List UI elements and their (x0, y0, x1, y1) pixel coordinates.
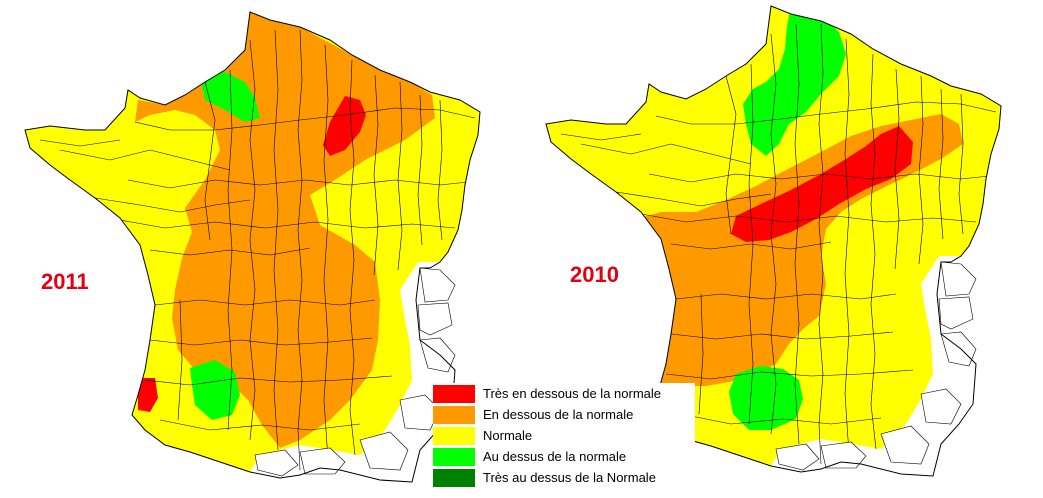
legend: Très en dessous de la normale En dessous… (433, 383, 695, 488)
department-border (397, 81, 403, 271)
no-data-department (940, 261, 977, 297)
department-border (670, 331, 894, 340)
legend-swatch-normal (433, 426, 475, 445)
legend-swatch-above (433, 447, 475, 466)
legend-item-below: En dessous de la normale (433, 404, 695, 425)
department-border (870, 53, 877, 450)
france-outline (545, 5, 1002, 477)
zone-well-below (138, 378, 158, 412)
no-data-department (880, 425, 930, 465)
department-border (615, 191, 772, 207)
map-2010-year-label: 2010 (570, 262, 619, 287)
department-border (144, 375, 393, 386)
department-border (373, 74, 379, 276)
department-border (417, 94, 423, 246)
department-border (675, 293, 897, 300)
department-border (770, 33, 777, 435)
zone-above (200, 72, 260, 122)
no-data-department (775, 443, 820, 471)
department-border (154, 299, 376, 306)
legend-item-normal: Normale (433, 425, 695, 446)
legend-item-well-below: Très en dessous de la normale (433, 383, 695, 404)
department-border (39, 139, 121, 147)
department-border (655, 101, 997, 125)
department-border (640, 213, 977, 223)
no-data-department (938, 296, 974, 330)
department-border (127, 179, 469, 189)
no-data-department (299, 447, 346, 475)
department-border (134, 107, 476, 131)
department-border (227, 69, 233, 431)
department-border (938, 88, 944, 240)
no-data-region (771, 256, 976, 476)
department-border (725, 75, 737, 235)
department-border (159, 419, 361, 431)
department-border (249, 39, 256, 441)
legend-swatch-well-below (433, 384, 475, 403)
department-border (894, 68, 900, 270)
department-border (204, 81, 216, 241)
department-border (323, 44, 329, 461)
no-data-department (920, 388, 962, 425)
legend-swatch-well-above (433, 468, 475, 487)
department-border (670, 241, 832, 250)
department-border (844, 38, 850, 455)
map-2011-year-label: 2011 (41, 269, 89, 294)
department-border (59, 149, 231, 171)
department-border (748, 63, 754, 425)
department-border (818, 23, 824, 465)
no-data-department (820, 441, 867, 469)
department-border (958, 93, 964, 235)
department-border (349, 59, 356, 456)
legend-item-above: Au dessus de la normale (433, 446, 695, 467)
department-border (149, 337, 373, 346)
no-data-region (250, 262, 455, 482)
map-france-2011 (24, 11, 481, 483)
no-data-department (419, 267, 456, 303)
department-border (119, 219, 456, 229)
no-data-department (417, 302, 453, 336)
department-border (918, 75, 924, 265)
legend-label-normal: Normale (483, 428, 533, 443)
department-border (680, 413, 882, 425)
department-border (273, 29, 279, 451)
department-border (698, 293, 704, 415)
zone-above (190, 360, 240, 420)
legend-swatch-below (433, 405, 475, 424)
zone-above (729, 366, 803, 430)
no-data-department (359, 431, 409, 471)
no-data-department (254, 449, 299, 477)
department-border (648, 173, 990, 183)
france-outline (24, 11, 481, 483)
legend-label-well-below: Très en dessous de la normale (483, 386, 662, 401)
department-border (794, 23, 800, 445)
legend-item-well-above: Très au dessus de la Normale (433, 467, 695, 488)
legend-label-well-above: Très au dessus de la Normale (483, 470, 656, 485)
map-france-2010 (545, 5, 1002, 477)
department-border (665, 369, 914, 380)
department-border (149, 247, 311, 256)
department-border (437, 99, 443, 241)
department-border (560, 133, 642, 141)
department-border (177, 299, 183, 421)
legend-label-below: En dessous de la normale (483, 407, 634, 422)
legend-label-above: Au dessus de la normale (483, 449, 627, 464)
zone-above (743, 6, 846, 156)
department-border (297, 29, 303, 471)
zone-well-below (323, 96, 366, 156)
department-border (94, 197, 251, 213)
department-border (580, 143, 752, 165)
